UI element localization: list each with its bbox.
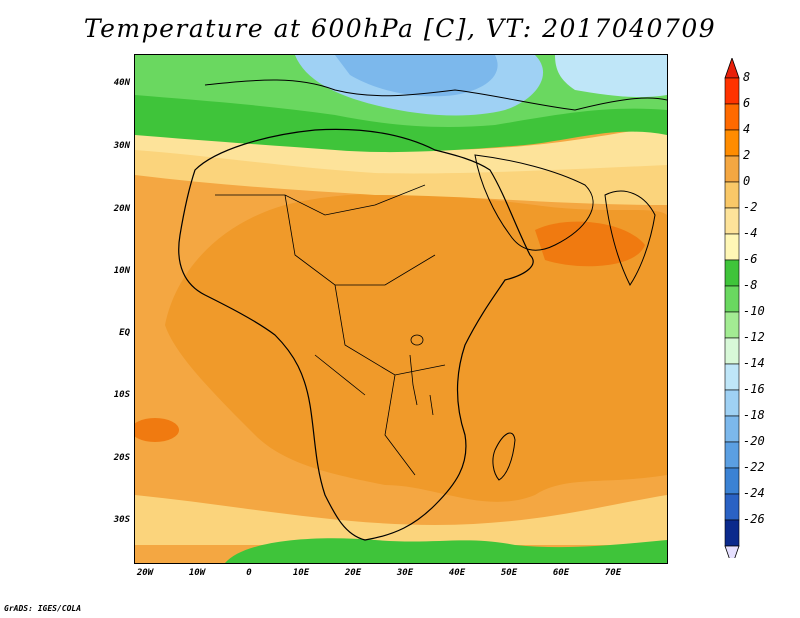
lake-malawi bbox=[429, 394, 434, 416]
lat-label: 10N bbox=[113, 266, 130, 276]
colorbar-swatch bbox=[724, 233, 740, 261]
colorbar-tick-label: -2 bbox=[743, 200, 758, 214]
colorbar-swatch bbox=[724, 77, 740, 105]
colorbar-tick-label: 4 bbox=[743, 122, 751, 136]
lon-label: 20E bbox=[344, 568, 362, 578]
colorbar-tick-label: -26 bbox=[743, 512, 765, 526]
colorbar-tick-label: 8 bbox=[743, 70, 751, 84]
field-warm-interior bbox=[165, 193, 667, 502]
field-yellow-band-north bbox=[135, 115, 667, 205]
lon-label: 50E bbox=[500, 568, 518, 578]
africa-coastline bbox=[178, 128, 534, 541]
colorbar-swatch bbox=[724, 389, 740, 417]
colorbar-swatch bbox=[724, 207, 740, 235]
field-yellow-band-south bbox=[135, 495, 667, 545]
arabia-outline bbox=[474, 154, 594, 251]
colorbar-tick-label: -14 bbox=[743, 356, 765, 370]
lon-label: 0 bbox=[246, 568, 252, 578]
lon-label: 20W bbox=[136, 568, 154, 578]
colorbar-tick-label: 0 bbox=[743, 174, 751, 188]
colorbar-swatch bbox=[724, 181, 740, 209]
colorbar-tick-label: 6 bbox=[743, 96, 751, 110]
colorbar-swatch bbox=[724, 129, 740, 157]
colorbar-tick-label: -16 bbox=[743, 382, 765, 396]
field-darkblue-north bbox=[335, 55, 498, 97]
credit-text: GrADS: IGES/COLA bbox=[4, 604, 82, 613]
madagascar-outline bbox=[492, 432, 516, 481]
colorbar-swatch bbox=[724, 493, 740, 521]
colorbar bbox=[724, 58, 740, 558]
colorbar-tick-label: 2 bbox=[743, 148, 751, 162]
lake-tanganyika bbox=[409, 354, 418, 406]
lon-label: 70E bbox=[604, 568, 622, 578]
colorbar-swatch bbox=[724, 337, 740, 365]
country-borders bbox=[215, 184, 446, 476]
colorbar-tick-label: -20 bbox=[743, 434, 765, 448]
lon-label: 40E bbox=[448, 568, 466, 578]
field-green-south bbox=[225, 538, 667, 563]
colorbar-tick-label: -12 bbox=[743, 330, 765, 344]
colorbar-swatch bbox=[724, 155, 740, 183]
colorbar-swatch bbox=[724, 311, 740, 339]
field-blue-northeast bbox=[555, 55, 667, 98]
lat-label: 30S bbox=[113, 515, 130, 525]
lake-victoria bbox=[410, 334, 424, 346]
lat-label: 30N bbox=[113, 141, 130, 151]
colorbar-tick-label: -4 bbox=[743, 226, 758, 240]
colorbar-tick-label: -22 bbox=[743, 460, 765, 474]
colorbar-swatch bbox=[724, 441, 740, 469]
colorbar-swatch bbox=[724, 285, 740, 313]
map-panel bbox=[134, 54, 668, 564]
temperature-field bbox=[135, 55, 667, 563]
lat-label: 20N bbox=[113, 204, 130, 214]
lat-label: 10S bbox=[113, 390, 130, 400]
lat-label: EQ bbox=[119, 328, 130, 338]
colorbar-swatch bbox=[724, 467, 740, 495]
lat-label: 40N bbox=[113, 78, 130, 88]
field-hot-atlantic bbox=[135, 418, 179, 442]
colorbar-top-arrow bbox=[724, 58, 740, 79]
colorbar-swatch bbox=[724, 103, 740, 131]
colorbar-tick-label: -10 bbox=[743, 304, 765, 318]
colorbar-swatch bbox=[724, 259, 740, 287]
colorbar-bottom-arrow bbox=[724, 545, 740, 558]
colorbar-tick-label: -18 bbox=[743, 408, 765, 422]
colorbar-tick-label: -8 bbox=[743, 278, 758, 292]
lon-label: 10W bbox=[188, 568, 206, 578]
colorbar-swatch bbox=[724, 519, 740, 547]
europe-coastline bbox=[204, 79, 667, 111]
colorbar-tick-label: -6 bbox=[743, 252, 758, 266]
lon-label: 60E bbox=[552, 568, 570, 578]
lon-label: 30E bbox=[396, 568, 414, 578]
colorbar-swatch bbox=[724, 363, 740, 391]
colorbar-swatch bbox=[724, 415, 740, 443]
lat-label: 20S bbox=[113, 453, 130, 463]
field-pale-band bbox=[135, 125, 667, 174]
chart-title: Temperature at 600hPa [C], VT: 201704070… bbox=[83, 14, 717, 43]
colorbar-tick-label: -24 bbox=[743, 486, 765, 500]
lon-label: 10E bbox=[292, 568, 310, 578]
india-outline bbox=[604, 190, 656, 286]
